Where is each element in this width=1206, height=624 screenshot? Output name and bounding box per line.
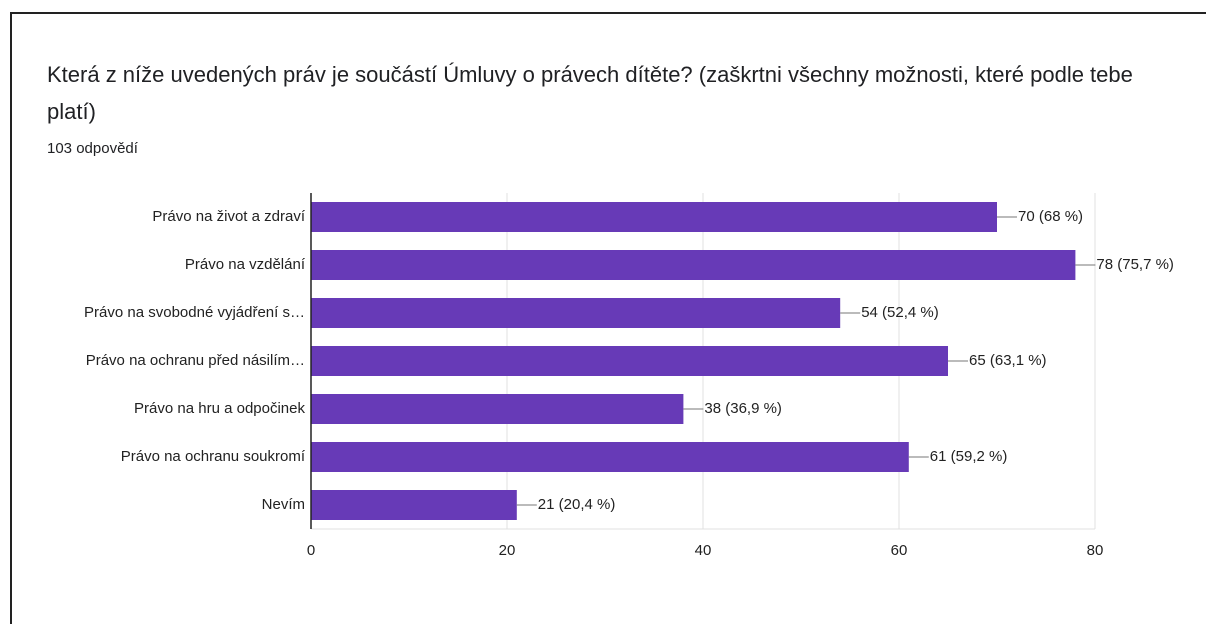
bar bbox=[311, 394, 684, 424]
data-label: 21 (20,4 %) bbox=[538, 496, 616, 513]
frame bbox=[10, 12, 1206, 624]
x-tick-label: 0 bbox=[307, 542, 315, 559]
bar bbox=[311, 346, 948, 376]
data-label: 65 (63,1 %) bbox=[969, 352, 1047, 369]
x-tick-label: 20 bbox=[499, 542, 516, 559]
y-tick-label: Právo na život a zdraví bbox=[152, 208, 305, 225]
bar bbox=[311, 442, 909, 472]
x-tick-label: 40 bbox=[695, 542, 712, 559]
y-tick-label: Nevím bbox=[262, 496, 305, 513]
data-label: 70 (68 %) bbox=[1018, 208, 1083, 225]
bar bbox=[311, 490, 517, 520]
y-tick-label: Právo na vzdělání bbox=[185, 256, 306, 273]
x-tick-label: 80 bbox=[1087, 542, 1104, 559]
bar bbox=[311, 250, 1076, 280]
bar bbox=[311, 298, 841, 328]
data-label: 78 (75,7 %) bbox=[1096, 256, 1174, 273]
y-tick-label: Právo na hru a odpočinek bbox=[134, 400, 305, 417]
bar bbox=[311, 202, 997, 232]
x-tick-label: 60 bbox=[891, 542, 908, 559]
data-label: 38 (36,9 %) bbox=[704, 400, 782, 417]
chart-subtitle: 103 odpovědí bbox=[47, 140, 138, 157]
y-tick-label: Právo na svobodné vyjádření s… bbox=[84, 304, 305, 321]
chart-title: Která z níže uvedených práv je součástí … bbox=[47, 62, 1133, 124]
y-tick-label: Právo na ochranu před násilím… bbox=[86, 352, 305, 369]
data-label: 61 (59,2 %) bbox=[930, 448, 1008, 465]
y-tick-label: Právo na ochranu soukromí bbox=[121, 448, 306, 465]
data-label: 54 (52,4 %) bbox=[861, 304, 939, 321]
